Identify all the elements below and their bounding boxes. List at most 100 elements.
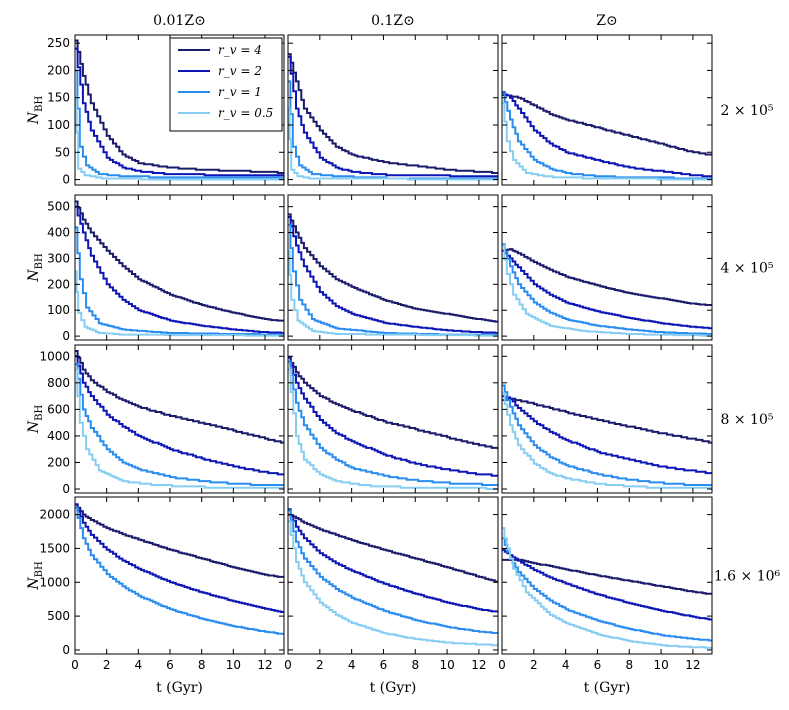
- x-tick-label: 8: [625, 658, 633, 672]
- y-tick-label: 250: [47, 36, 70, 50]
- x-tick-label: 0: [498, 658, 506, 672]
- y-tick-label: 600: [47, 402, 70, 416]
- x-tick-label: 6: [594, 658, 602, 672]
- y-tick-label: 400: [47, 429, 70, 443]
- series-rv2-r2-c2: [502, 395, 712, 475]
- series-rv2-r3-c2: [502, 548, 712, 621]
- series-rv4-r2-c2: [502, 397, 712, 444]
- x-tick-label: 2: [530, 658, 538, 672]
- y-tick-label: 0: [62, 329, 70, 343]
- series-rv4-r0-c1: [288, 53, 498, 174]
- x-tick-label: 6: [166, 658, 174, 672]
- series-rv2-r1-c2: [502, 249, 712, 330]
- column-title: 0.1Z⊙: [371, 13, 415, 29]
- y-axis-label: NBH: [26, 96, 45, 126]
- x-tick-label: 8: [411, 658, 419, 672]
- series-rv4-r1-c0: [75, 200, 284, 322]
- x-tick-label: 10: [226, 658, 241, 672]
- panel-grid: 0501001502002500100200300400500020040060…: [39, 34, 713, 672]
- x-axis-label: t (Gyr): [156, 680, 203, 696]
- panel-frame: [74, 194, 285, 341]
- series-rv4-r2-c1: [288, 356, 498, 450]
- y-tick-label: 500: [47, 609, 70, 623]
- legend-label-rv2: r_v = 2: [218, 64, 262, 78]
- x-tick-label: 12: [685, 658, 700, 672]
- series-rv4-r1-c1: [288, 213, 498, 323]
- panel-r2-c1: [287, 344, 499, 494]
- series-rv2-r3-c1: [288, 508, 498, 613]
- panel-r2-c0: 0 200 400 600 800 1000: [39, 344, 285, 496]
- x-tick-label: 4: [135, 658, 143, 672]
- y-tick-label: 0: [62, 643, 70, 657]
- y-tick-label: 2000: [39, 508, 70, 522]
- y-tick-label: 100: [47, 118, 70, 132]
- series-rv1-r2-c1: [288, 360, 498, 486]
- y-tick-label: 0: [62, 173, 70, 187]
- x-tick-label: 12: [257, 658, 272, 672]
- column-title: Z⊙: [596, 13, 617, 29]
- series-rv4-r3-c0: [75, 503, 284, 578]
- panel-frame: [74, 496, 285, 655]
- y-axis-label: NBH: [26, 253, 45, 283]
- panel-r1-c2: [501, 194, 713, 341]
- row-label: 2 × 10⁵: [721, 103, 774, 119]
- y-tick-label: 0: [62, 482, 70, 496]
- y-tick-label: 200: [47, 455, 70, 469]
- y-axis-label: NBH: [26, 405, 45, 435]
- y-tick-label: 200: [47, 63, 70, 77]
- row-label: 4 × 10⁵: [721, 261, 774, 277]
- y-tick-label: 1000: [39, 349, 70, 363]
- y-tick-label: 200: [47, 277, 70, 291]
- series-rv05-r1-c0: [75, 270, 284, 337]
- legend: r_v = 4 r_v = 2 r_v = 1 r_v = 0.5: [169, 37, 283, 132]
- series-rv1-r3-c2: [502, 537, 712, 642]
- legend-label-rv4: r_v = 4: [218, 43, 262, 57]
- series-rv4-r3-c1: [288, 513, 498, 583]
- panel-r2-c2: [501, 344, 713, 494]
- series-rv05-r0-c2: [502, 102, 712, 181]
- series-rv2-r2-c1: [288, 356, 498, 477]
- series-rv4-r2-c0: [75, 350, 284, 444]
- y-tick-label: 150: [47, 91, 70, 105]
- y-axis-label: NBH: [26, 561, 45, 591]
- series-rv1-r2-c0: [75, 363, 284, 486]
- series-rv05-r0-c0: [75, 96, 284, 181]
- panel-frame: [287, 194, 499, 341]
- y-tick-label: 100: [47, 303, 70, 317]
- series-rv1-r3-c1: [288, 509, 498, 634]
- series-rv4-r0-c2: [502, 94, 712, 156]
- y-tick-label: 300: [47, 251, 70, 265]
- series-rv05-r1-c1: [288, 249, 498, 337]
- series-rv4-r3-c2: [502, 558, 712, 595]
- panel-r0-c2: [501, 34, 713, 186]
- x-tick-label: 12: [471, 658, 486, 672]
- panel-r1-c1: [287, 194, 499, 341]
- panel-frame: [74, 34, 285, 186]
- panel-frame: [287, 344, 499, 494]
- legend-label-rv1: r_v = 1: [218, 85, 262, 99]
- series-rv1-r1-c0: [75, 226, 284, 336]
- series-rv05-r2-c1: [288, 368, 498, 490]
- series-rv2-r0-c1: [288, 55, 498, 178]
- y-tick-label: 500: [47, 200, 70, 214]
- y-tick-label: 800: [47, 376, 70, 390]
- series-rv2-r2-c0: [75, 355, 284, 476]
- y-tick-label: 1000: [39, 575, 70, 589]
- series-rv4-r1-c2: [502, 248, 712, 306]
- series-rv4-r0-c0: [75, 39, 284, 174]
- x-tick-label: 0: [71, 658, 79, 672]
- series-rv1-r1-c2: [502, 243, 712, 335]
- row-label: 1.6 × 10⁶: [714, 569, 781, 585]
- series-rv1-r3-c0: [75, 506, 284, 635]
- x-tick-label: 10: [653, 658, 668, 672]
- series-rv1-r0-c0: [75, 69, 284, 179]
- x-axis-label: t (Gyr): [370, 680, 417, 696]
- panel-r0-c1: [287, 34, 499, 186]
- series-rv05-r1-c2: [502, 244, 712, 337]
- series-rv2-r0-c0: [75, 47, 284, 177]
- figure-labels: NBH 2 × 10⁵ NBH 4 × 10⁵ NBH 8 × 10⁵ NBH 1.6 × 1…: [26, 13, 781, 696]
- x-tick-label: 2: [316, 658, 324, 672]
- legend-label-rv05: r_v = 0.5: [218, 106, 273, 120]
- series-rv2-r0-c2: [502, 91, 712, 178]
